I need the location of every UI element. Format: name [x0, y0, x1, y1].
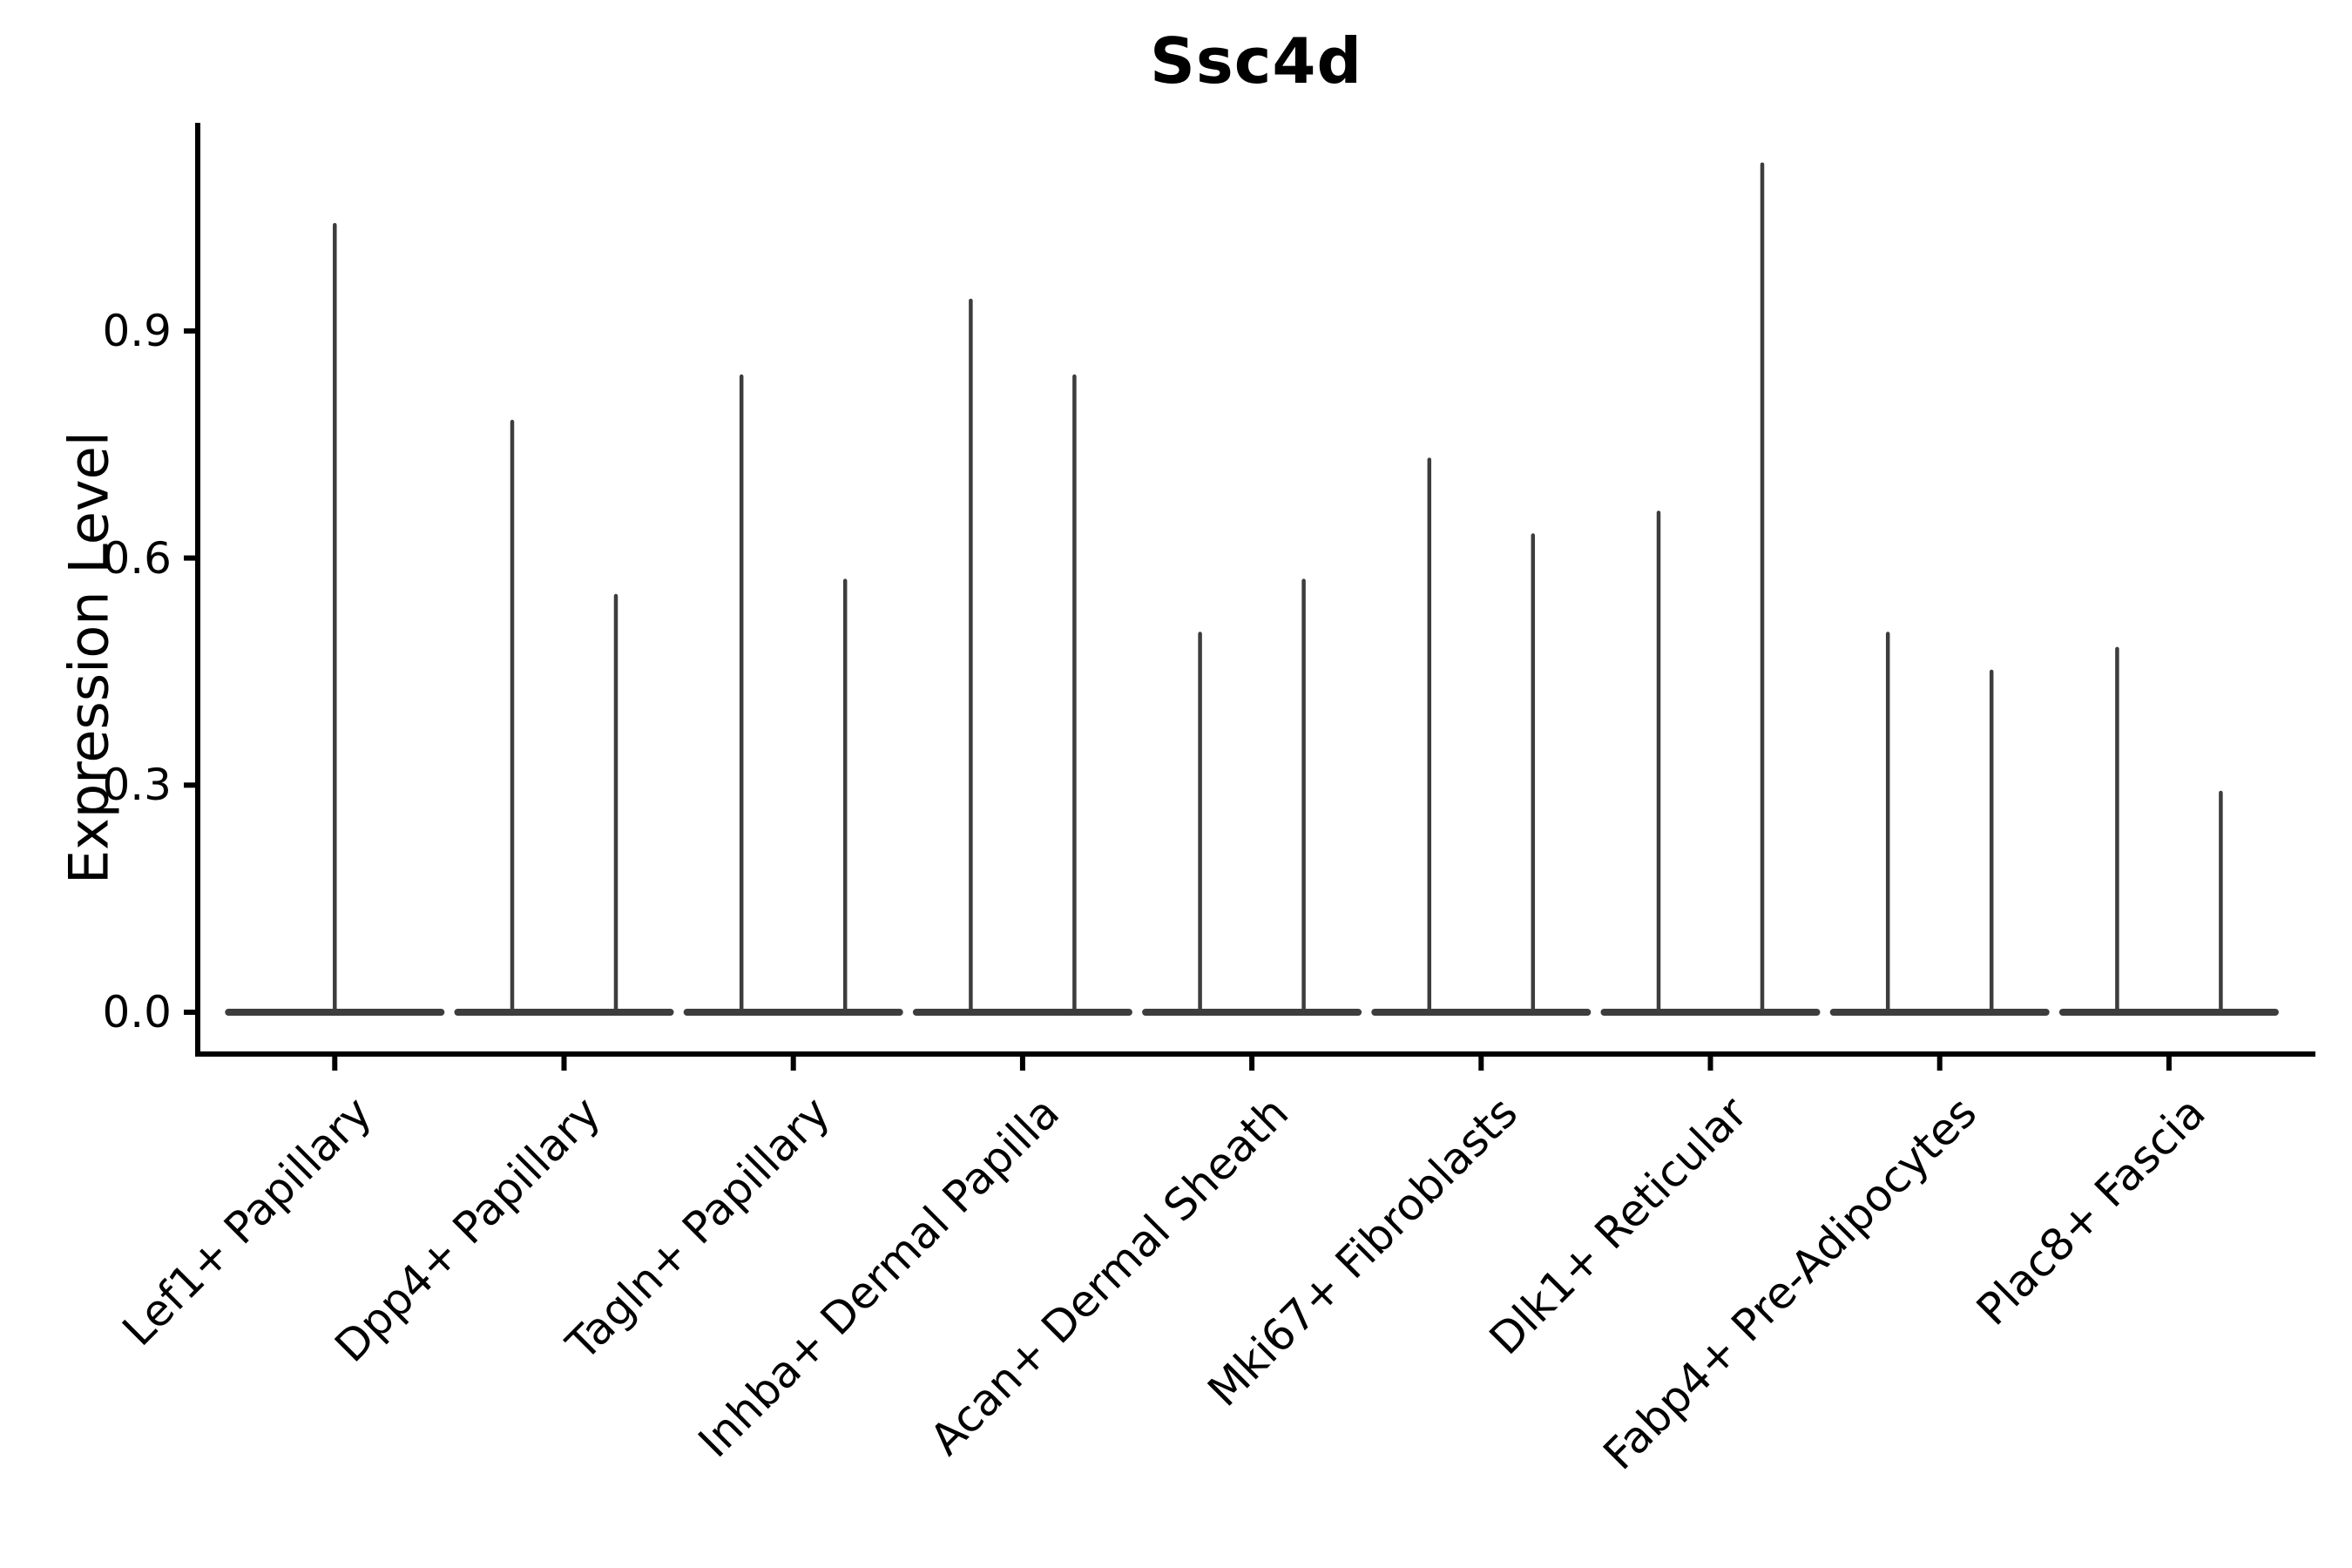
- y-tick-label: 0.9: [102, 305, 172, 356]
- y-tick-label: 0.3: [102, 760, 172, 811]
- y-tick-label: 0.0: [102, 987, 172, 1037]
- y-tick-label: 0.6: [102, 532, 172, 584]
- plot-title: Ssc4d: [1149, 24, 1363, 98]
